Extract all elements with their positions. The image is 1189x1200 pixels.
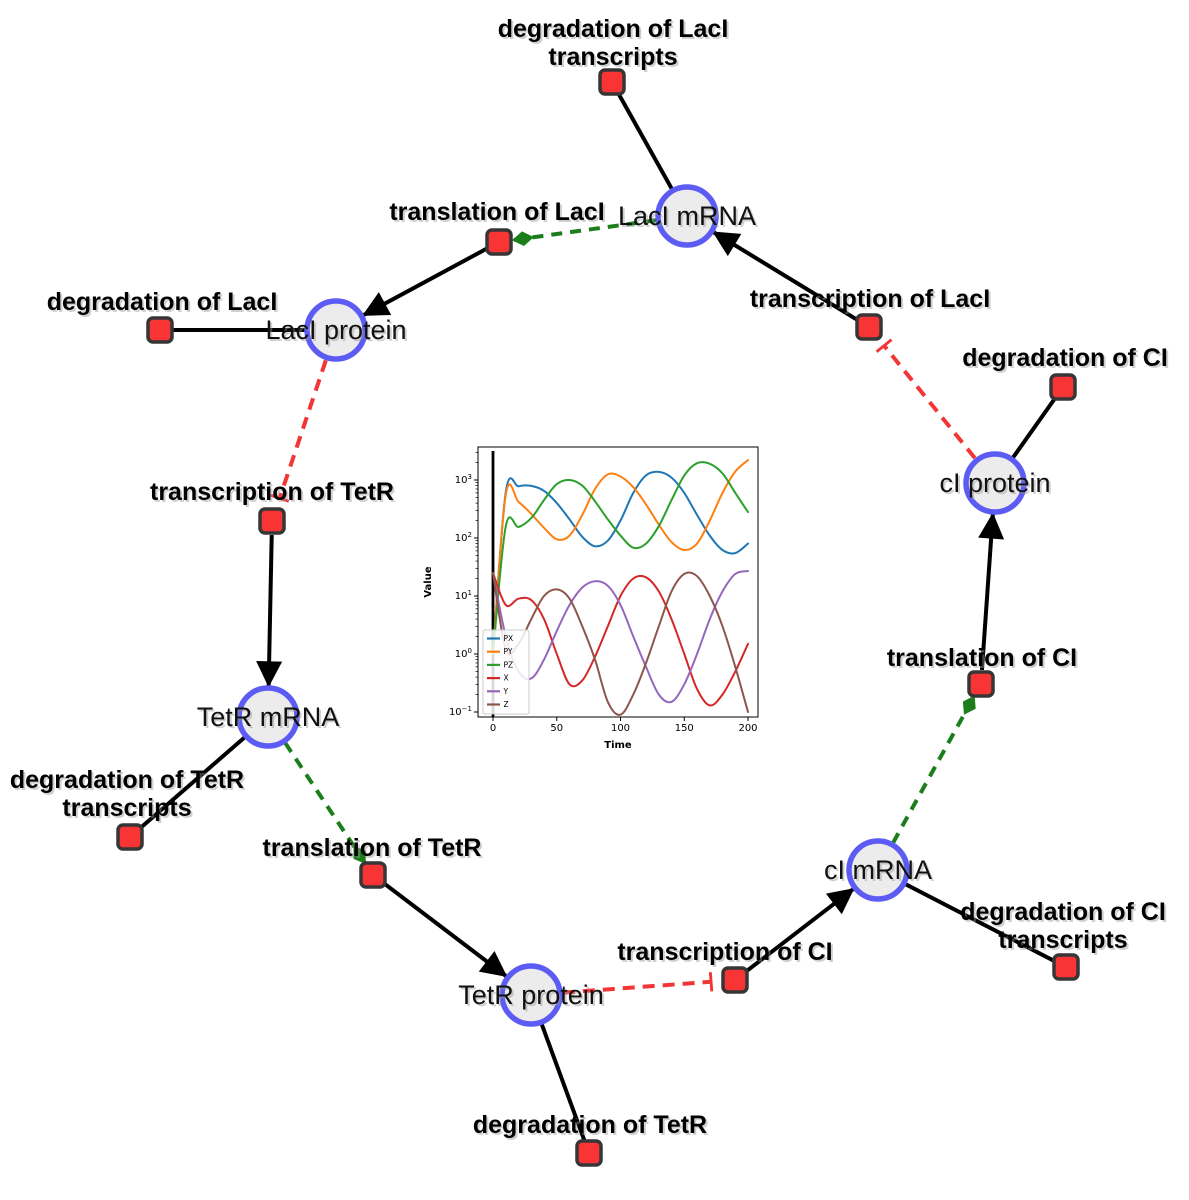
edge-consumption-tetr-protein-to-degradation-tetr — [539, 1023, 587, 1142]
species-label-laci-protein: LacI protein — [265, 315, 406, 345]
edge-inhibition-tetr-protein-to-transcription-ci — [562, 972, 714, 995]
edge-modifier-laci-mrna-to-translation-laci — [512, 218, 657, 246]
chart-x-tick-label: 0 — [490, 723, 496, 734]
legend-label-PX: PX — [504, 634, 514, 643]
chart-series-PX — [492, 470, 749, 655]
edge-production-translation-laci-to-laci-protein — [362, 246, 488, 318]
chart-series-PZ — [492, 461, 749, 655]
chart-x-tick-label: 100 — [611, 723, 630, 734]
edge-production-translation-tetr-to-tetr-protein — [382, 881, 508, 978]
species-node-laci-mrna[interactable] — [655, 184, 719, 248]
chart-series-X — [492, 571, 749, 707]
reaction-label-degradation-laci: degradation of LacI — [47, 288, 278, 316]
species-label-tetr-mrna: TetR mRNA — [197, 702, 340, 732]
legend-label-Y: Y — [503, 687, 509, 696]
chart-y-tick-label: 101 — [455, 589, 472, 602]
chart-series-group — [491, 451, 749, 717]
species-label-tetr-protein: TetR protein — [458, 980, 604, 1010]
reaction-node-degradation-tetr-transcripts[interactable] — [116, 823, 144, 851]
legend-label-Z: Z — [504, 700, 509, 709]
species-label-ci-mrna: cI mRNA — [824, 855, 932, 885]
reaction-node-translation-ci[interactable] — [967, 670, 995, 698]
reaction-label-transcription-laci: transcription of LacI — [750, 285, 990, 313]
reaction-label-transcription-tetr: transcription of TetR — [150, 478, 394, 506]
edge-inhibition-laci-protein-to-transcription-tetr — [270, 359, 328, 503]
edge-consumption-tetr-mrna-to-degradation-tetr-transcripts — [138, 735, 246, 830]
reaction-label-translation-laci: translation of LacI — [389, 198, 604, 226]
reaction-label-transcription-ci: transcription of CI — [617, 938, 832, 966]
edge-production-translation-ci-to-ci-protein — [978, 512, 1005, 671]
timeseries-inset-chart: 0 50 100 150 20010−1100101102103TimeValuePXP… — [420, 435, 780, 765]
edge-production-transcription-laci-to-laci-mrna — [712, 230, 859, 322]
reaction-label-degradation-tetr: degradation of TetR — [473, 1111, 707, 1139]
edge-inhibition-ci-protein-to-transcription-laci — [875, 338, 977, 460]
chart-y-tick-label: 10−1 — [449, 705, 472, 718]
species-node-tetr-mrna[interactable] — [236, 685, 300, 749]
chart-x-axis-label: Time — [604, 740, 632, 751]
reaction-label-degradation-laci-transcripts-line1: degradation of LacI — [498, 15, 729, 43]
reaction-node-translation-tetr[interactable] — [359, 861, 387, 889]
edge-production-transcription-tetr-to-tetr-mrna — [256, 534, 283, 688]
labels-layer: LacI mRNA LacI protein TetR mRNA TetR prote… — [10, 15, 1168, 1139]
chart-legend: PX PY PZ XYZ — [482, 629, 530, 715]
edge-modifier-ci-mrna-to-translation-ci — [891, 695, 976, 844]
species-node-ci-protein[interactable] — [963, 451, 1027, 515]
edges-layer — [138, 92, 1058, 1142]
chart-series-PY — [492, 459, 749, 655]
species-label-ci-protein: cI protein — [939, 468, 1050, 498]
reaction-node-degradation-laci-transcripts[interactable] — [598, 68, 626, 96]
chart-y-tick-label: 103 — [455, 473, 472, 486]
reaction-label-degradation-ci-transcripts-line2: transcripts — [998, 926, 1127, 954]
reaction-label-degradation-tetr-transcripts-line1: degradation of TetR — [10, 766, 244, 794]
chart-series-Y — [492, 570, 749, 704]
reaction-node-transcription-laci[interactable] — [855, 313, 883, 341]
chart-y-tick-label: 100 — [455, 647, 472, 660]
chart-figure-background — [420, 435, 780, 765]
legend-label-PY: PY — [504, 647, 513, 656]
reaction-node-degradation-laci[interactable] — [146, 316, 174, 344]
edge-consumption-laci-mrna-to-degradation-laci-transcripts — [616, 92, 674, 190]
reaction-node-transcription-ci[interactable] — [721, 966, 749, 994]
chart-y-tick-label: 102 — [455, 531, 472, 544]
legend-label-PZ: PZ — [504, 660, 514, 669]
chart-y-axis-label: Value — [423, 566, 434, 597]
edge-production-transcription-ci-to-ci-mrna — [744, 887, 855, 974]
edge-modifier-tetr-mrna-to-translation-tetr — [283, 741, 367, 865]
species-label-laci-mrna: LacI mRNA — [618, 201, 756, 231]
edge-consumption-ci-mrna-to-degradation-ci-transcripts — [904, 882, 1056, 963]
chart-x-tick-label: 200 — [738, 723, 757, 734]
reaction-label-degradation-ci: degradation of CI — [962, 344, 1168, 372]
reaction-node-degradation-ci[interactable] — [1049, 373, 1077, 401]
reaction-label-translation-ci: translation of CI — [887, 644, 1077, 672]
species-node-ci-mrna[interactable] — [846, 838, 910, 902]
reaction-label-degradation-laci-transcripts-line2: transcripts — [548, 43, 677, 71]
reaction-node-degradation-ci-transcripts[interactable] — [1052, 953, 1080, 981]
reaction-node-degradation-tetr[interactable] — [575, 1139, 603, 1167]
legend-label-X: X — [504, 674, 509, 683]
chart-axes: 0 50 100 150 200 10−1 100 101 102 103 — [449, 446, 759, 734]
reaction-node-translation-laci[interactable] — [485, 228, 513, 256]
edge-consumption-ci-protein-to-degradation-ci — [1011, 396, 1058, 459]
species-node-tetr-protein[interactable] — [499, 963, 563, 1027]
reaction-label-translation-tetr: translation of TetR — [263, 834, 482, 862]
species-node-laci-protein[interactable] — [304, 298, 368, 362]
reaction-label-degradation-ci-transcripts-line1: degradation of CI — [960, 898, 1166, 926]
chart-x-tick-label: 150 — [675, 723, 694, 734]
reaction-node-transcription-tetr[interactable] — [258, 507, 286, 535]
chart-series-Z — [492, 571, 749, 716]
chart-x-tick-label: 50 — [550, 723, 563, 734]
nodes-layer — [116, 68, 1080, 1167]
reaction-label-degradation-tetr-transcripts-line2: transcripts — [62, 794, 191, 822]
